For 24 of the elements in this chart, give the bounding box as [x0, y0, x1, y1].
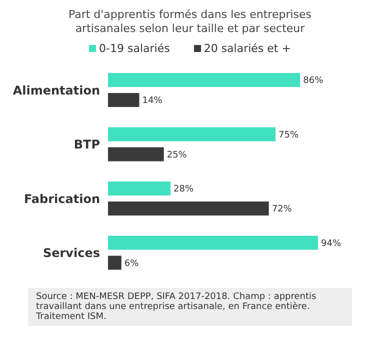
data-label: 14% — [142, 96, 163, 106]
data-label: 6% — [124, 258, 140, 269]
data-label: 75% — [278, 130, 300, 140]
bar — [108, 182, 171, 196]
chart-title: Part d'apprentis formés dans les entreprises artisanales selon leur taille et par secteur — [67, 8, 313, 36]
y-tick-label: Services — [42, 246, 100, 260]
y-tick-label: BTP — [74, 138, 100, 152]
data-label: 72% — [272, 204, 292, 214]
data-label: 25% — [166, 150, 188, 160]
legend-label: 0-19 salariés — [98, 42, 170, 55]
legend-label: 20 salariés et + — [202, 42, 291, 55]
bar — [108, 202, 269, 216]
data-label: 94% — [321, 238, 342, 249]
bar — [108, 256, 122, 270]
bar — [108, 236, 318, 250]
bar — [108, 73, 300, 87]
bar — [108, 127, 276, 142]
bar — [108, 93, 140, 107]
data-label: 28% — [174, 184, 194, 194]
y-tick-label: Fabrication — [24, 192, 100, 206]
bar — [108, 147, 164, 162]
source-note: Source : MEN-MESR DEPP, SIFA 2017-2018. Champ : apprentis travaillant dans une entreprise artisanale, en France entière. Traitement ISM. — [28, 288, 352, 326]
data-label: 86% — [303, 76, 324, 86]
y-tick-label: Alimentation — [12, 83, 100, 98]
